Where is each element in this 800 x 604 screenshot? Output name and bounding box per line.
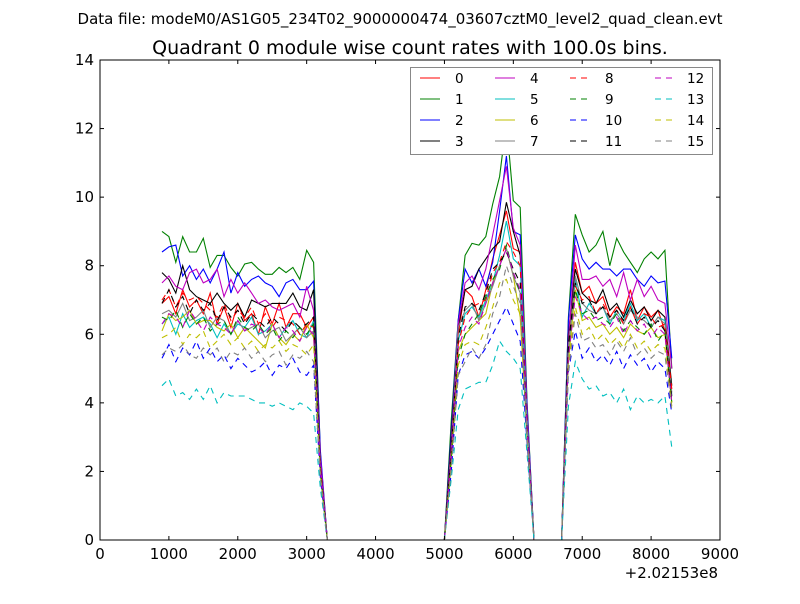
series-line-11 [161, 250, 673, 540]
legend-label-9: 9 [605, 92, 614, 108]
x-tick-label: 7000 [563, 545, 601, 563]
series-line-4 [161, 166, 673, 540]
x-tick-label: 4000 [356, 545, 394, 563]
suptitle: Data file: modeM0/AS1G05_234T02_90000004… [78, 10, 723, 29]
y-tick-label: 2 [84, 462, 94, 480]
plot-frame [99, 59, 721, 541]
series-line-14 [161, 278, 673, 540]
x-tick-label: 1000 [150, 545, 188, 563]
series-line-3 [161, 202, 673, 540]
legend-label-14: 14 [687, 113, 704, 129]
x-tick-label: 3000 [288, 545, 326, 563]
x-offset-label: +2.02153e8 [625, 564, 718, 582]
series-line-9 [161, 242, 673, 540]
x-tick-label: 9000 [701, 545, 739, 563]
y-tick-label: 10 [75, 188, 94, 206]
y-tick-label: 4 [84, 394, 94, 412]
series-layer [161, 121, 673, 540]
legend-label-2: 2 [455, 113, 464, 129]
x-tick-label: 2000 [219, 545, 257, 563]
legend-label-10: 10 [605, 113, 622, 129]
legend-label-6: 6 [530, 113, 539, 129]
y-tick-label: 14 [75, 51, 94, 69]
legend-label-0: 0 [455, 71, 464, 87]
series-line-0 [161, 210, 673, 540]
legend-label-13: 13 [687, 92, 704, 108]
legend-label-7: 7 [530, 134, 539, 150]
x-tick-label: 5000 [425, 545, 463, 563]
y-tick-label: 0 [84, 531, 94, 549]
legend-label-15: 15 [687, 134, 704, 150]
chart-title: Quadrant 0 module wise count rates with … [152, 37, 668, 59]
legend-label-1: 1 [455, 92, 464, 108]
ticks-layer: 0 1000 2000 3000 4000 5000 6000 7000 8000 9000 0 2 4… [75, 51, 739, 563]
series-line-10 [161, 305, 673, 540]
x-tick-label: 0 [95, 545, 105, 563]
legend-label-8: 8 [605, 71, 614, 87]
series-line-12 [161, 246, 673, 540]
legend-label-11: 11 [605, 134, 622, 150]
legend-label-3: 3 [455, 134, 464, 150]
x-tick-label: 8000 [632, 545, 670, 563]
y-tick-label: 6 [84, 325, 94, 343]
legend-label-4: 4 [530, 71, 539, 87]
series-line-2 [161, 155, 673, 540]
y-tick-label: 8 [84, 257, 94, 275]
series-line-15 [161, 263, 673, 540]
legend-frame [410, 67, 713, 155]
x-tick-label: 6000 [494, 545, 532, 563]
series-line-7 [161, 246, 673, 540]
y-tick-label: 12 [75, 120, 94, 138]
legend-label-12: 12 [687, 71, 704, 87]
series-line-1 [161, 121, 673, 540]
legend-label-5: 5 [530, 92, 539, 108]
